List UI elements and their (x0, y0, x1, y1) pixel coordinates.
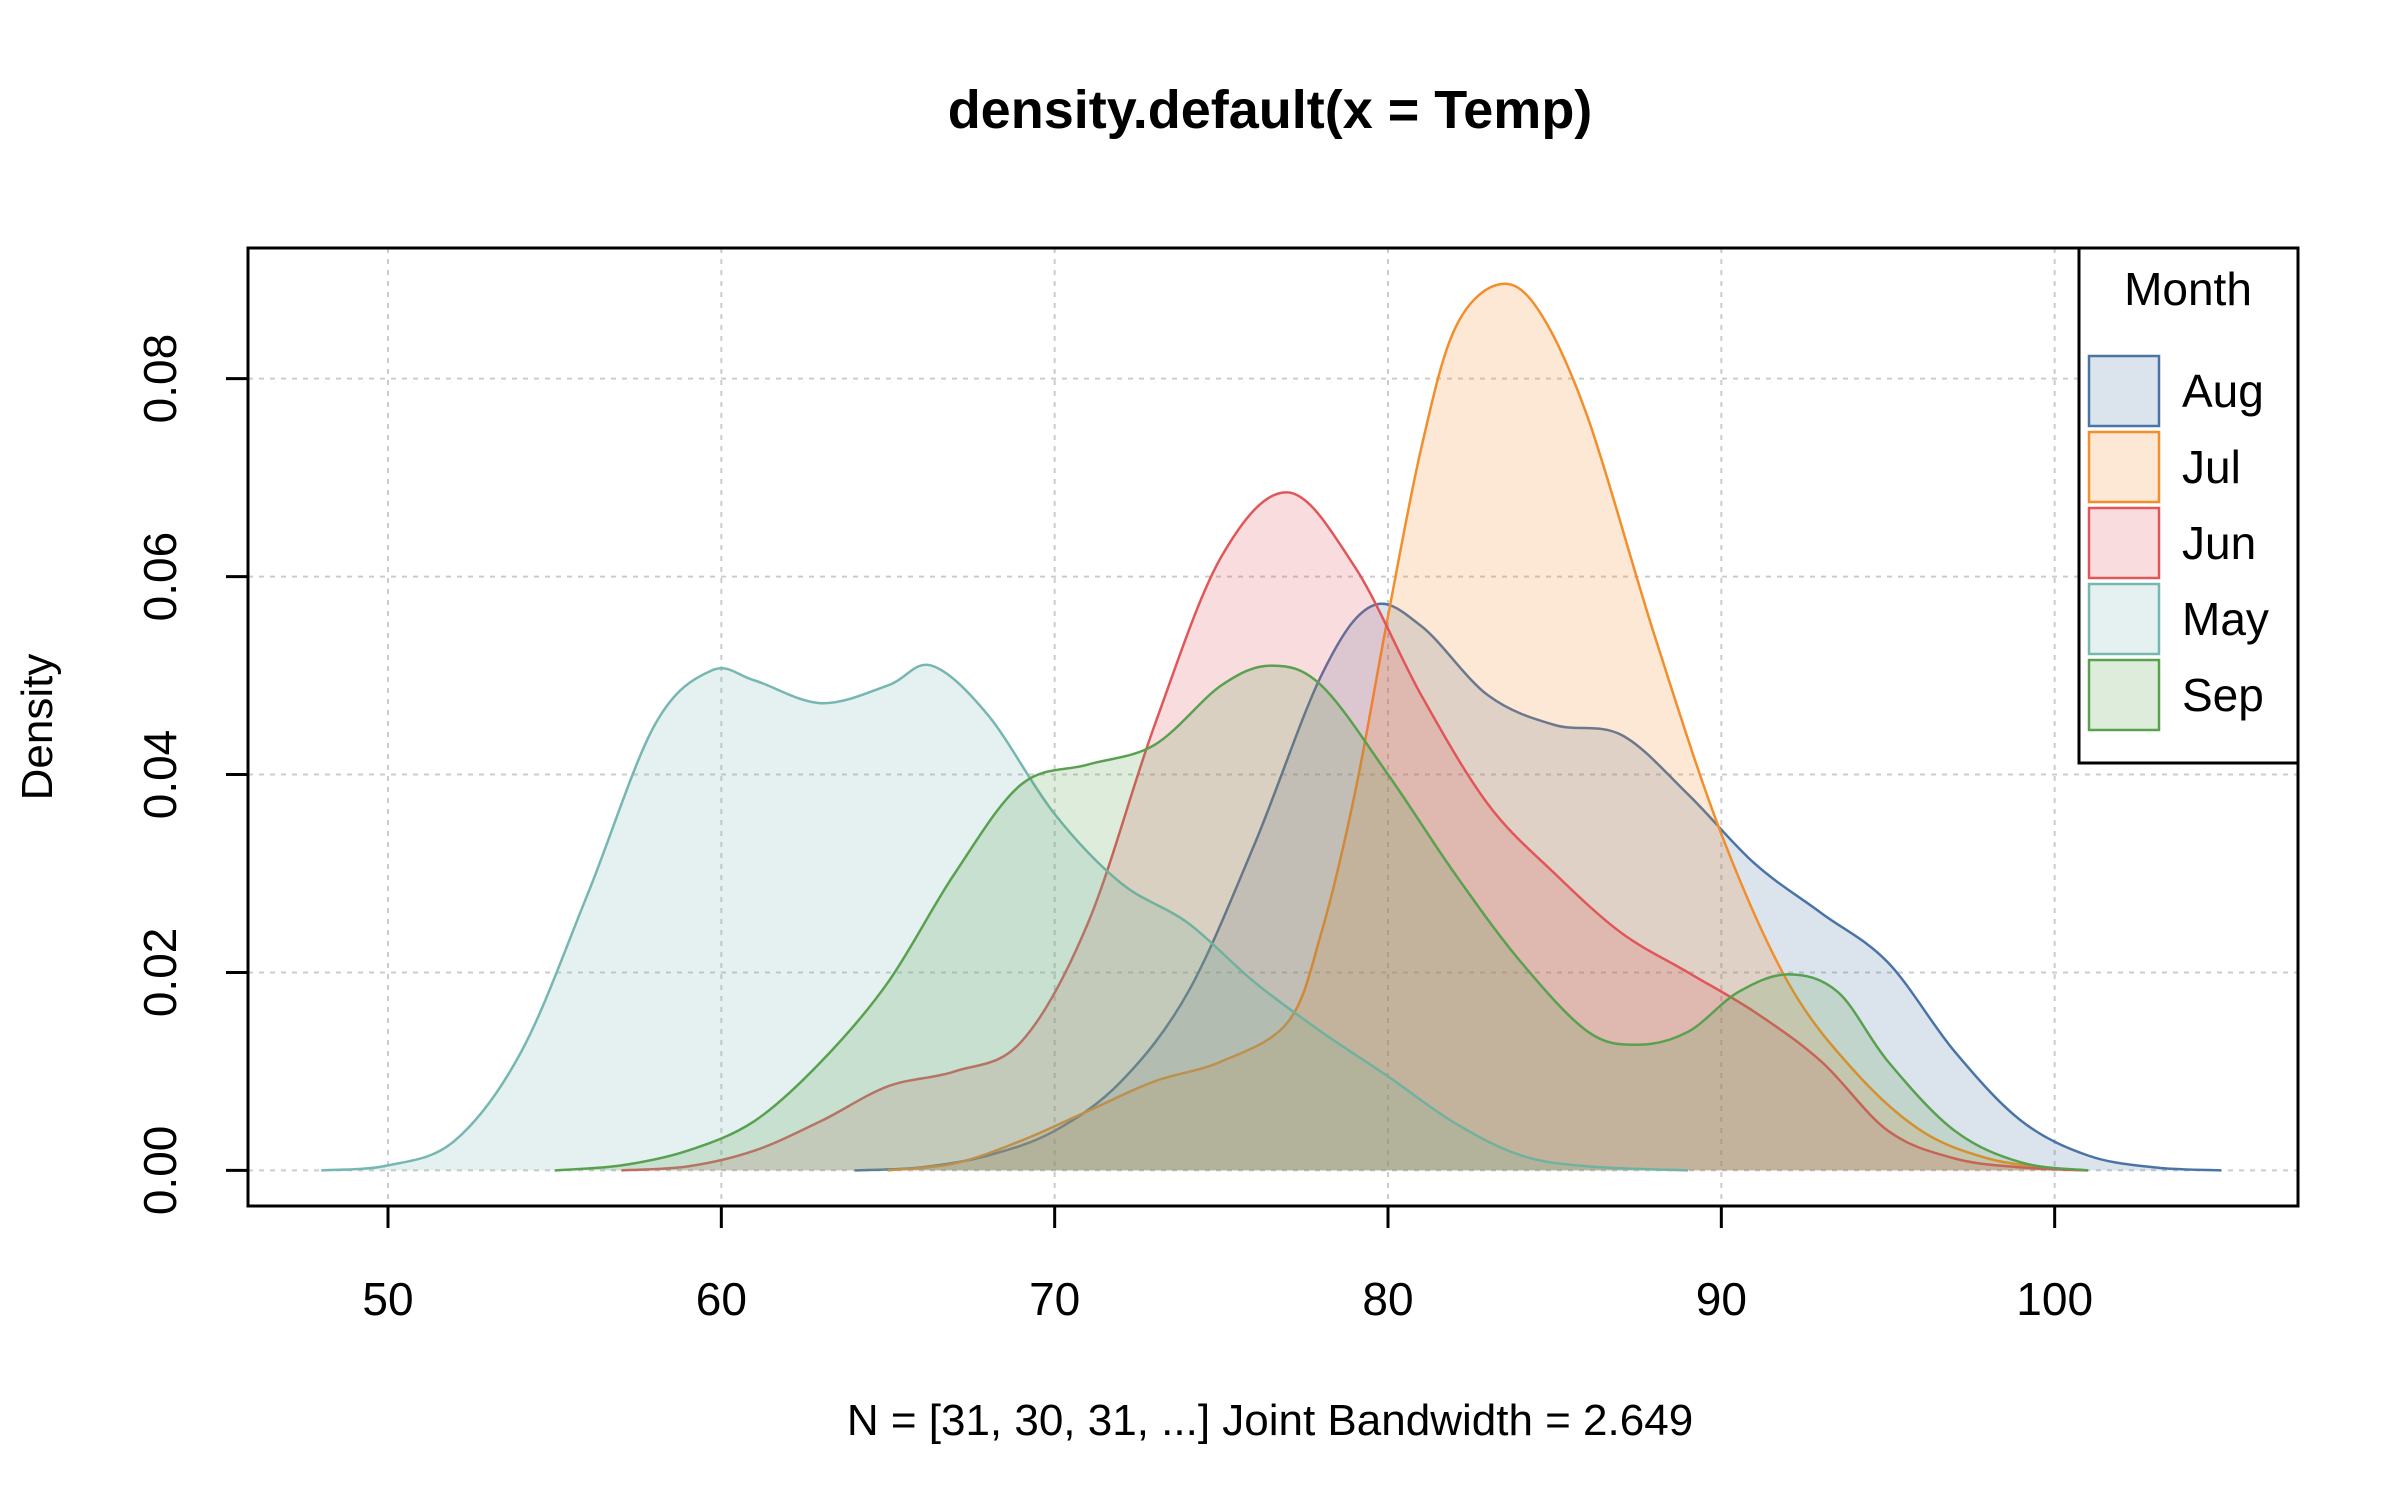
density-area-sep (554, 665, 2089, 1171)
legend-swatch-aug (2087, 354, 2161, 428)
legend-label-jul: Jul (2182, 441, 2241, 493)
legend-label-may: May (2182, 593, 2269, 645)
legend-swatch-bg-sep (2089, 660, 2159, 730)
y-tick-label: 0.02 (134, 928, 186, 1018)
x-tick-label: 50 (362, 1273, 413, 1325)
legend-swatch-bg-jul (2089, 432, 2159, 502)
legend-swatch-jun (2087, 506, 2161, 580)
density-area-jun (621, 492, 2088, 1171)
density-curves (321, 282, 2222, 1172)
y-tick-label: 0.04 (134, 730, 186, 820)
legend-label-jun: Jun (2182, 517, 2256, 569)
legend-items: Aug Jul Jun May Sep (2087, 354, 2269, 732)
x-tick-label: 100 (2016, 1273, 2093, 1325)
legend-swatch-sep (2087, 658, 2161, 732)
y-axis-label: Density (13, 654, 62, 801)
y-tick-label: 0.08 (134, 334, 186, 424)
density-area-jul (888, 283, 2088, 1171)
y-tick-label: 0.06 (134, 532, 186, 622)
density-area-may (321, 664, 1688, 1171)
legend-swatch-jul (2087, 430, 2161, 504)
density-line-jun (621, 491, 2089, 1172)
x-axis-label: N = [31, 30, 31, ...] Joint Bandwidth = … (847, 1396, 1693, 1445)
x-tick-label: 80 (1362, 1273, 1413, 1325)
x-tick-label: 90 (1696, 1273, 1747, 1325)
legend-title: Month (2124, 263, 2252, 315)
x-tick-label: 60 (696, 1273, 747, 1325)
density-line-sep (554, 664, 2089, 1172)
legend-swatch-bg-jun (2089, 508, 2159, 578)
density-line-jul (887, 282, 2089, 1172)
legend-swatch-bg-may (2089, 584, 2159, 654)
x-axis: 50 60 70 80 90 100 (362, 1206, 2093, 1325)
density-line-may (321, 663, 1689, 1172)
legend-swatch-bg-aug (2089, 356, 2159, 426)
legend: Month Aug Jul Jun May Sep (2077, 246, 2300, 765)
grid (248, 248, 2298, 1206)
density-line-aug (854, 602, 2222, 1172)
legend-swatch-may (2087, 582, 2161, 656)
y-axis: 0.00 0.02 0.04 0.06 0.08 (134, 334, 248, 1215)
density-area-aug (854, 603, 2222, 1171)
chart-title: density.default(x = Temp) (948, 80, 1593, 140)
x-tick-label: 70 (1029, 1273, 1080, 1325)
legend-label-aug: Aug (2182, 365, 2264, 417)
y-tick-label: 0.00 (134, 1126, 186, 1216)
legend-label-sep: Sep (2182, 669, 2264, 721)
